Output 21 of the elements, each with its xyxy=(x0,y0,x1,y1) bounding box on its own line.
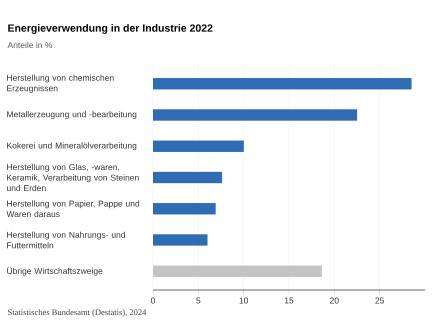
x-tick-label: 15 xyxy=(284,298,294,304)
x-tick-label: 20 xyxy=(330,298,339,304)
bar xyxy=(153,140,244,152)
y-tick-label: Herstellung von Glas, -waren, Keramik, Verarbeitung von Steinen und Erden xyxy=(7,164,139,192)
text: Anteile in % xyxy=(8,42,52,48)
x-tick-label: 5 xyxy=(196,298,200,304)
x-tick-label: 0 xyxy=(150,298,156,304)
bar xyxy=(153,172,222,184)
y-tick-label: Herstellung von chemischen Erzeugnissen xyxy=(7,74,114,93)
y-tick-label: Kokerei und Mineralölverarbeitung xyxy=(7,142,136,150)
y-tick-label: Übrige Wirtschaftszweige xyxy=(7,266,102,276)
x-tick-label: 25 xyxy=(375,298,384,304)
bar xyxy=(153,266,322,277)
y-tick-label: Metallerzeugung und -bearbeitung xyxy=(7,111,136,119)
y-tick-label: Herstellung von Nahrungs- und Futtermitteln xyxy=(7,232,125,248)
y-tick-label: Herstellung von Papier, Pappe und Waren daraus xyxy=(6,200,140,218)
chart-title: Energieverwendung in der Industrie 2022 xyxy=(8,24,212,34)
text: Statistisches Bundesamt (Destatis), 2024 xyxy=(8,309,146,317)
bar xyxy=(153,203,216,214)
x-tick-label: 10 xyxy=(240,298,248,304)
bar xyxy=(153,234,208,246)
